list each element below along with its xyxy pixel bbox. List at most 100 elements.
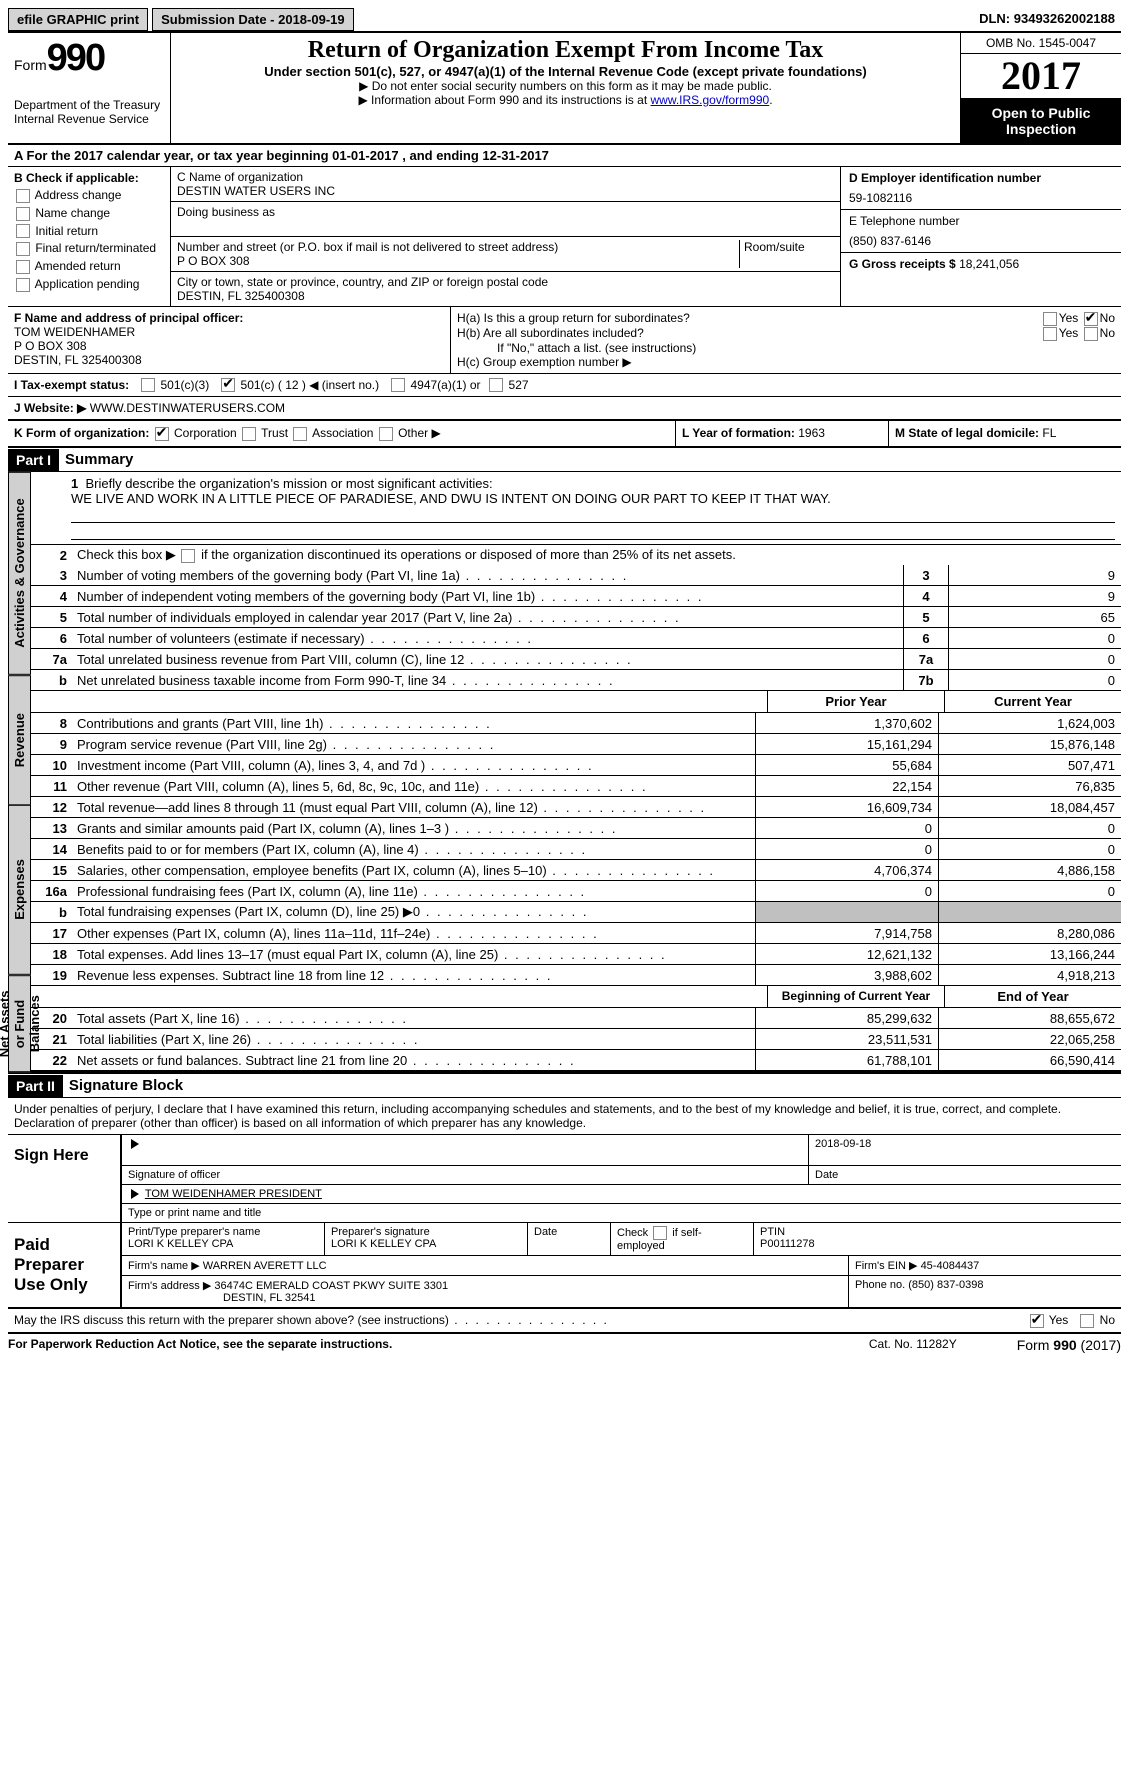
perjury-text: Under penalties of perjury, I declare th… bbox=[8, 1098, 1121, 1135]
part1-header-row: Part I Summary bbox=[8, 448, 1121, 472]
chk-4947[interactable] bbox=[391, 378, 405, 392]
sign-here-label: Sign Here bbox=[8, 1135, 120, 1222]
table-row: 7aTotal unrelated business revenue from … bbox=[31, 649, 1121, 670]
chk-ha-no[interactable] bbox=[1084, 312, 1098, 326]
irs-link[interactable]: www.IRS.gov/form990 bbox=[650, 93, 769, 107]
arrow-icon bbox=[131, 1189, 139, 1199]
table-row: 4Number of independent voting members of… bbox=[31, 586, 1121, 607]
table-row: 20Total assets (Part X, line 16)85,299,6… bbox=[31, 1008, 1121, 1029]
chk-final[interactable] bbox=[16, 242, 30, 256]
sig-date: 2018-09-18 bbox=[809, 1135, 1121, 1165]
chk-name[interactable] bbox=[16, 207, 30, 221]
vtab-gov: Activities & Governance bbox=[8, 472, 31, 675]
submission-date: Submission Date - 2018-09-19 bbox=[152, 8, 354, 31]
footer-left: For Paperwork Reduction Act Notice, see … bbox=[8, 1337, 869, 1353]
i-c12: 501(c) ( 12 ) ◀ (insert no.) bbox=[241, 378, 380, 392]
col-current: Current Year bbox=[944, 691, 1121, 712]
footer-mid: Cat. No. 11282Y bbox=[869, 1337, 957, 1353]
table-row: 19Revenue less expenses. Subtract line 1… bbox=[31, 965, 1121, 986]
form-header: Form990 Department of the Treasury Inter… bbox=[8, 33, 1121, 145]
efile-button[interactable]: efile GRAPHIC print bbox=[8, 8, 148, 31]
chk-discuss-yes[interactable] bbox=[1030, 1314, 1044, 1328]
dln: DLN: 93493262002188 bbox=[973, 8, 1121, 31]
firm-ein: 45-4084437 bbox=[921, 1260, 980, 1272]
summary-body: Activities & Governance Revenue Expenses… bbox=[8, 472, 1121, 1072]
m-val: FL bbox=[1042, 426, 1056, 440]
page-footer: For Paperwork Reduction Act Notice, see … bbox=[8, 1334, 1121, 1353]
part1-header: Part I bbox=[8, 449, 59, 471]
chk-527[interactable] bbox=[489, 378, 503, 392]
table-row: 3Number of voting members of the governi… bbox=[31, 565, 1121, 586]
chk-501c3[interactable] bbox=[141, 378, 155, 392]
table-row: 18Total expenses. Add lines 13–17 (must … bbox=[31, 944, 1121, 965]
tax-year: 2017 bbox=[961, 54, 1121, 99]
prep-sig: LORI K KELLEY CPA bbox=[331, 1238, 521, 1250]
form-note2: ▶ Information about Form 990 and its ins… bbox=[179, 93, 952, 107]
line1-label: Briefly describe the organization's miss… bbox=[85, 476, 492, 491]
line1: 1 Briefly describe the organization's mi… bbox=[31, 472, 1121, 545]
col-d: D Employer identification number 59-1082… bbox=[841, 167, 1121, 306]
omb-number: OMB No. 1545-0047 bbox=[961, 33, 1121, 54]
sign-here-row: Sign Here 2018-09-18 Signature of office… bbox=[8, 1135, 1121, 1223]
col-k: K Form of organization: Corporation Trus… bbox=[8, 421, 675, 446]
chk-pending[interactable] bbox=[16, 278, 30, 292]
chk-ha-yes[interactable] bbox=[1043, 312, 1057, 326]
f-addr2: DESTIN, FL 325400308 bbox=[14, 353, 444, 367]
chk-other[interactable] bbox=[379, 427, 393, 441]
d-tel: (850) 837-6146 bbox=[849, 234, 1113, 248]
col-f: F Name and address of principal officer:… bbox=[8, 307, 451, 373]
table-row: bTotal fundraising expenses (Part IX, co… bbox=[31, 902, 1121, 923]
part1-title: Summary bbox=[59, 448, 139, 471]
chk-initial[interactable] bbox=[16, 224, 30, 238]
table-row: 22Net assets or fund balances. Subtract … bbox=[31, 1050, 1121, 1072]
chk-501c[interactable] bbox=[221, 378, 235, 392]
col-m: M State of legal domicile: FL bbox=[888, 421, 1121, 446]
prep-sig-label: Preparer's signature bbox=[331, 1226, 521, 1238]
k-label: K Form of organization: bbox=[14, 426, 149, 440]
chk-hb-no[interactable] bbox=[1084, 327, 1098, 341]
j-val: WWW.DESTINWATERUSERS.COM bbox=[90, 401, 285, 415]
i-label: I Tax-exempt status: bbox=[14, 378, 129, 392]
hb-note: If "No," attach a list. (see instruction… bbox=[457, 341, 1115, 355]
col-c: C Name of organization DESTIN WATER USER… bbox=[171, 167, 841, 306]
signature-block: Under penalties of perjury, I declare th… bbox=[8, 1098, 1121, 1334]
row-i: I Tax-exempt status: 501(c)(3) 501(c) ( … bbox=[8, 374, 1121, 398]
d-gross-label: G Gross receipts $ bbox=[849, 257, 959, 271]
chk-assoc[interactable] bbox=[293, 427, 307, 441]
chk-amended[interactable] bbox=[16, 260, 30, 274]
col-b: B Check if applicable: Address change Na… bbox=[8, 167, 171, 306]
firm-phone-label: Phone no. bbox=[855, 1279, 908, 1291]
c-addr-label: Number and street (or P.O. box if mail i… bbox=[177, 240, 739, 254]
paid-label: Paid Preparer Use Only bbox=[8, 1223, 120, 1307]
form-label: Form bbox=[14, 57, 47, 73]
col-prior: Prior Year bbox=[767, 691, 944, 712]
header-right: OMB No. 1545-0047 2017 Open to Public In… bbox=[960, 33, 1121, 143]
m-label: M State of legal domicile: bbox=[895, 426, 1042, 440]
table-row: 5Total number of individuals employed in… bbox=[31, 607, 1121, 628]
ptin: P00111278 bbox=[760, 1238, 1115, 1250]
col-h: H(a) Is this a group return for subordin… bbox=[451, 307, 1121, 373]
vtab-exp: Expenses bbox=[8, 805, 31, 975]
d-gross: 18,241,056 bbox=[959, 257, 1019, 271]
chk-line2[interactable] bbox=[181, 549, 195, 563]
line2: Check this box ▶ if the organization dis… bbox=[73, 545, 1121, 565]
officer-name: TOM WEIDENHAMER PRESIDENT bbox=[145, 1188, 322, 1200]
b-title: B Check if applicable: bbox=[14, 171, 164, 185]
vtab-rev: Revenue bbox=[8, 675, 31, 805]
form-title: Return of Organization Exempt From Incom… bbox=[179, 37, 952, 64]
main-info: B Check if applicable: Address change Na… bbox=[8, 167, 1121, 307]
form-subtitle: Under section 501(c), 527, or 4947(a)(1)… bbox=[179, 64, 952, 79]
table-row: 15Salaries, other compensation, employee… bbox=[31, 860, 1121, 881]
chk-hb-yes[interactable] bbox=[1043, 327, 1057, 341]
c-name: DESTIN WATER USERS INC bbox=[177, 184, 834, 198]
chk-trust[interactable] bbox=[242, 427, 256, 441]
table-row: 9Program service revenue (Part VIII, lin… bbox=[31, 734, 1121, 755]
chk-address[interactable] bbox=[16, 189, 30, 203]
prep-date-label: Date bbox=[528, 1223, 611, 1255]
col-end: End of Year bbox=[944, 986, 1121, 1007]
type-name-label: Type or print name and title bbox=[122, 1204, 1121, 1222]
chk-discuss-no[interactable] bbox=[1080, 1314, 1094, 1328]
chk-corp[interactable] bbox=[155, 427, 169, 441]
chk-self[interactable] bbox=[653, 1226, 667, 1240]
table-row: 21Total liabilities (Part X, line 26)23,… bbox=[31, 1029, 1121, 1050]
